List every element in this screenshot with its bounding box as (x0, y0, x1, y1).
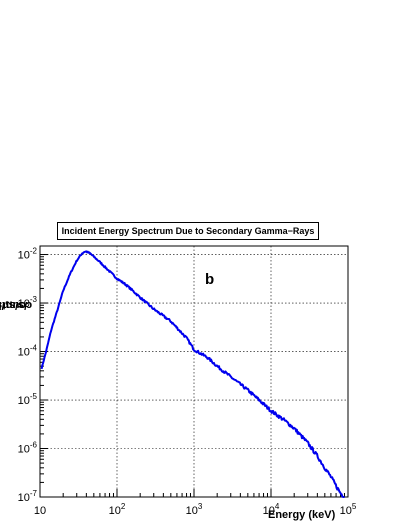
x-tick-label: 102 (109, 502, 126, 517)
y-tick-label: 10-3 (18, 295, 38, 310)
grid-lines (40, 246, 348, 497)
y-axis-label-post: /s/sr/keV (0, 299, 28, 312)
spectrum-series-line (40, 250, 345, 498)
x-tick-label: 104 (263, 502, 280, 517)
panel-label: b (205, 271, 215, 288)
plot-frame (39, 245, 349, 498)
x-tick-label: 105 (340, 502, 357, 517)
axis-ticks (39, 254, 349, 498)
y-tick-label: 10-7 (18, 489, 38, 504)
tick-labels: 10 102 103 104 105 10-7 10-6 10-5 10-4 10-3 10-2 (18, 247, 357, 517)
x-tick-label: 10 (34, 505, 46, 517)
y-tick-label: 10-4 (18, 344, 38, 359)
series-layer (40, 250, 345, 498)
x-axis-label: Energy (keV) (268, 509, 336, 521)
y-tick-label: 10-5 (18, 392, 38, 407)
chart-title: Incident Energy Spectrum Due to Secondar… (57, 222, 319, 240)
x-tick-label: 103 (186, 502, 203, 517)
y-tick-label: 10-2 (18, 247, 38, 262)
y-tick-label: 10-6 (18, 441, 38, 456)
